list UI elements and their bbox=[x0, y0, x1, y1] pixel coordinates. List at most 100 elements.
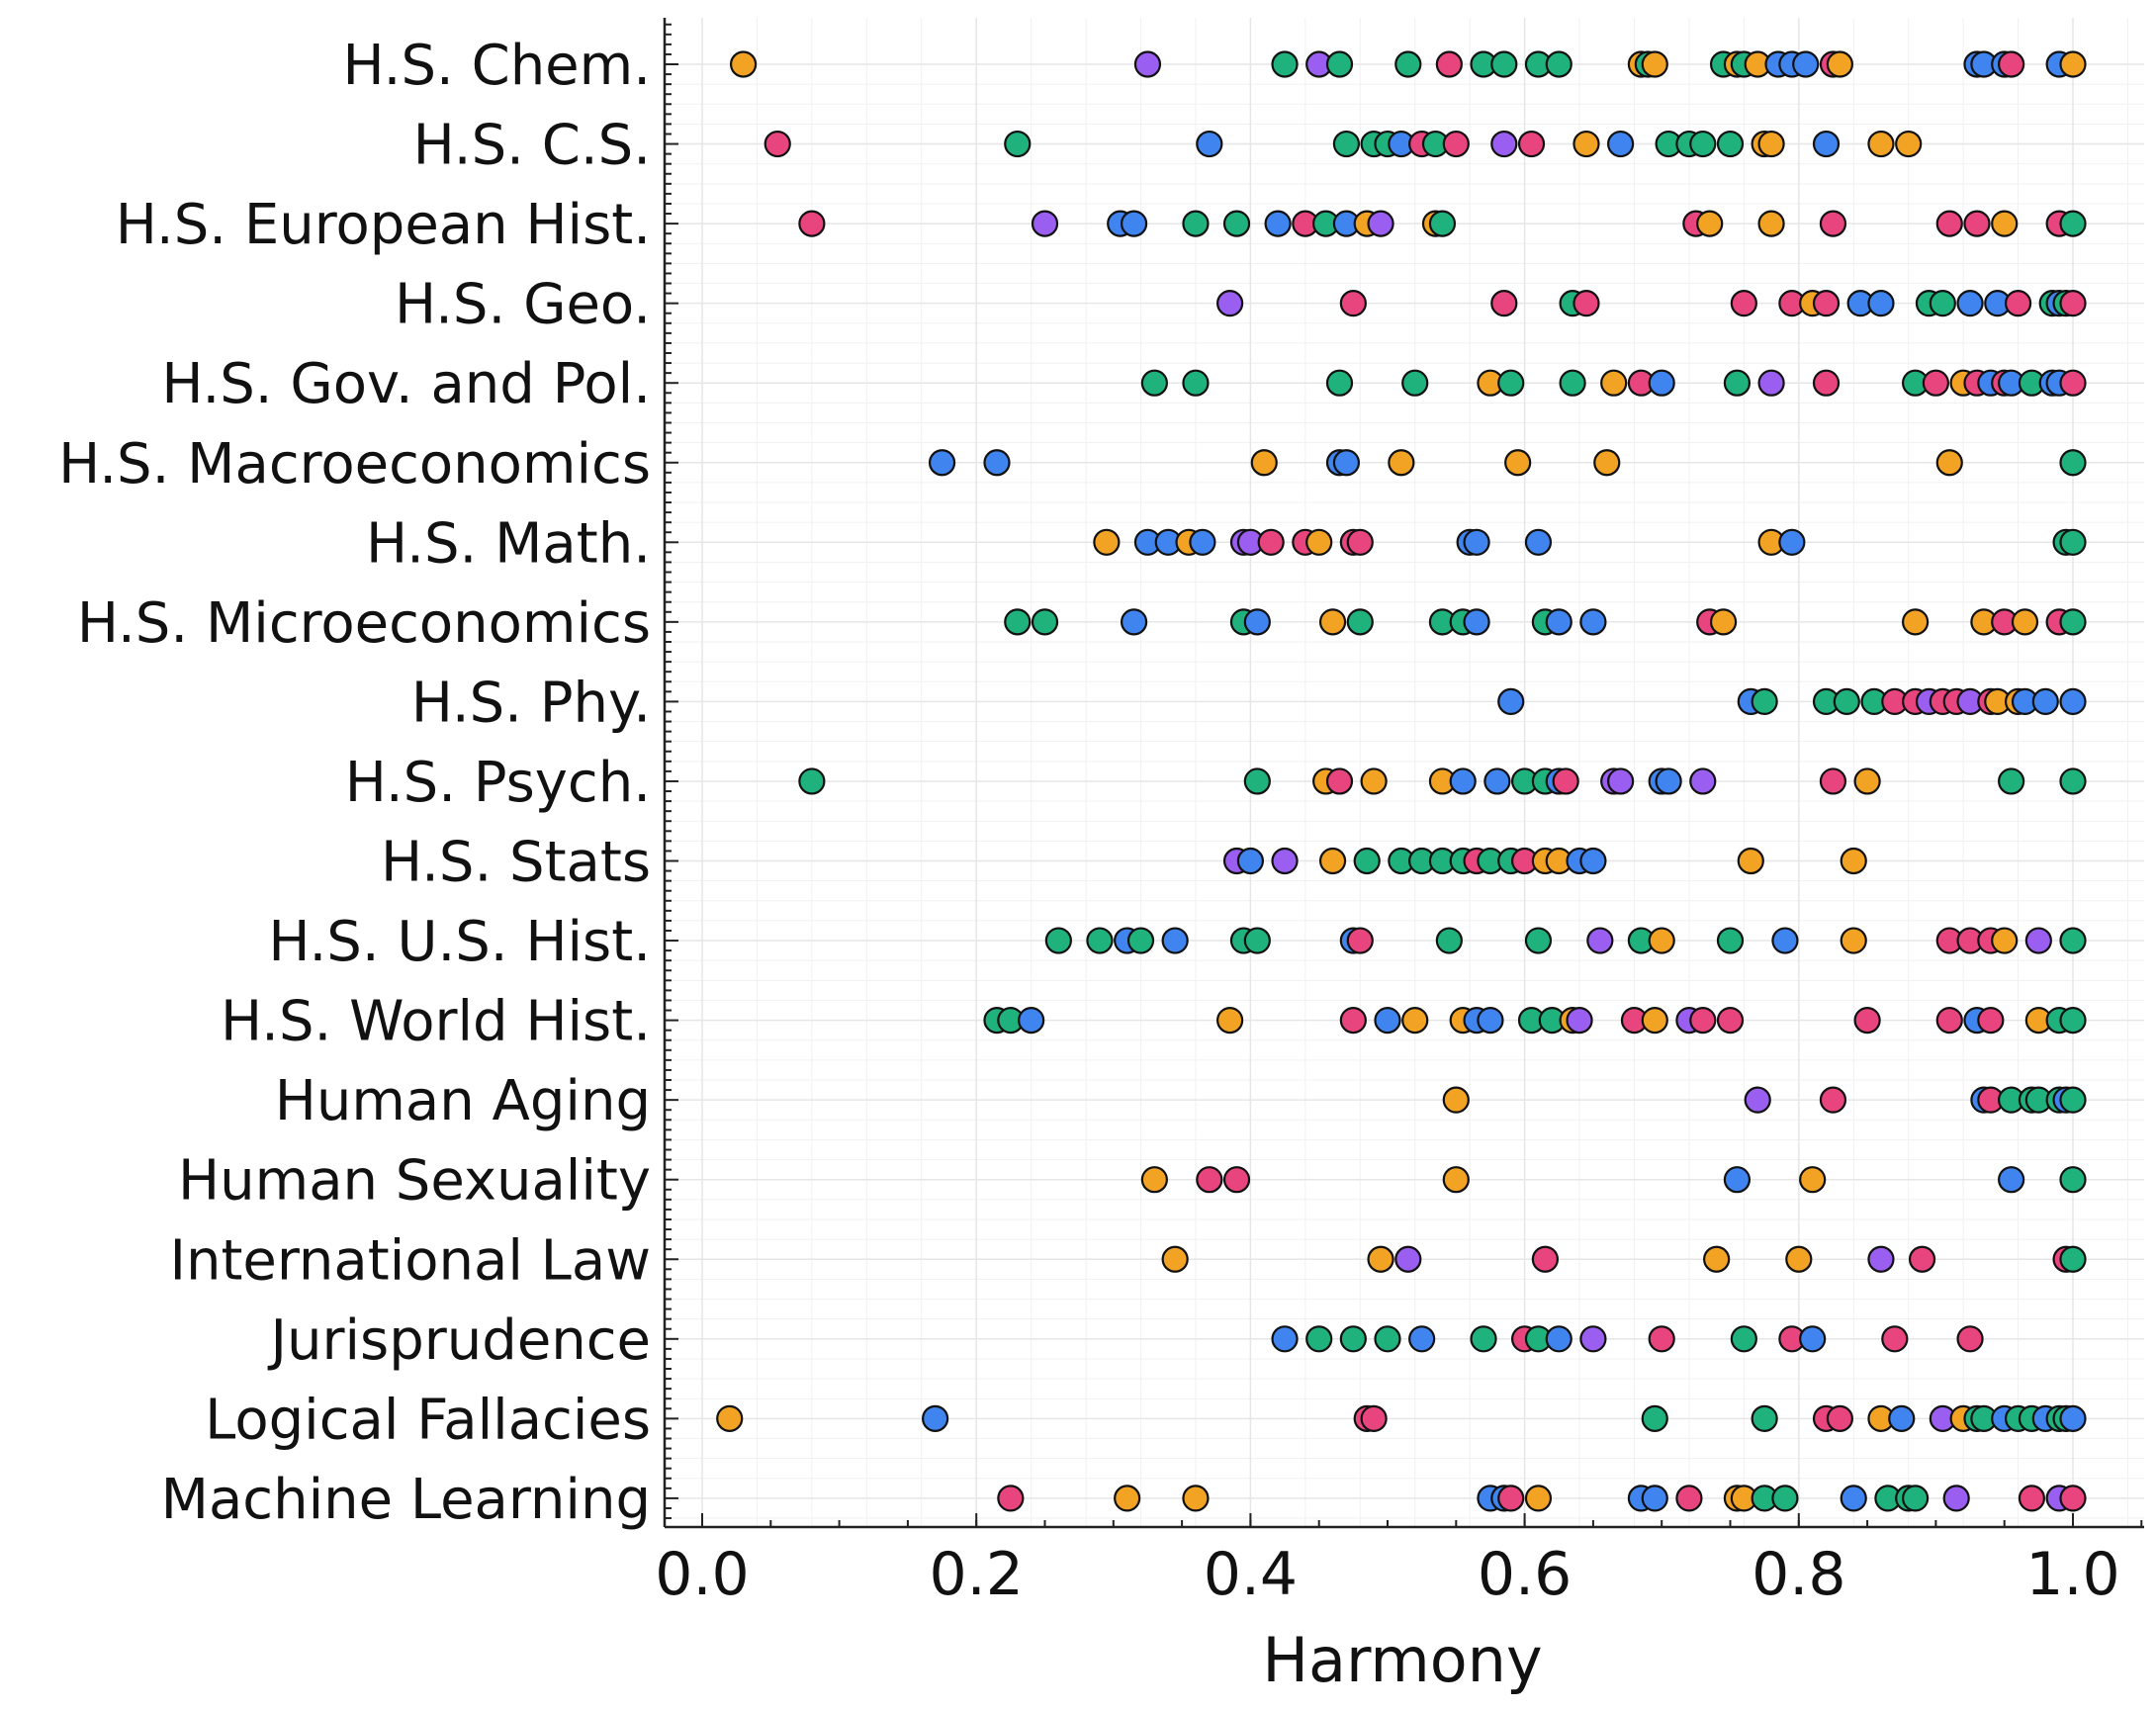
data-point-green bbox=[1394, 50, 1422, 78]
data-point-blue bbox=[1463, 528, 1490, 556]
data-point-orange bbox=[1161, 1245, 1189, 1273]
x-tick-label: 0.2 bbox=[929, 1540, 1023, 1609]
data-point-purple bbox=[1216, 290, 1244, 317]
data-point-purple bbox=[1566, 1006, 1593, 1035]
data-point-green bbox=[1325, 50, 1354, 78]
data-point-green bbox=[1689, 130, 1717, 158]
data-point-pink bbox=[1675, 1485, 1703, 1512]
data-point-green bbox=[2059, 1006, 2087, 1035]
data-point-purple bbox=[1490, 130, 1518, 158]
data-point-green bbox=[2059, 1086, 2087, 1114]
data-point-blue bbox=[1120, 210, 1148, 237]
data-point-orange bbox=[1799, 1166, 1827, 1194]
data-point-pink bbox=[2059, 290, 2087, 317]
data-point-blue bbox=[1271, 1325, 1299, 1353]
data-point-blue bbox=[1867, 290, 1895, 317]
data-point-orange bbox=[1140, 1166, 1168, 1194]
data-point-orange bbox=[1318, 608, 1347, 636]
data-point-orange bbox=[1367, 1245, 1394, 1273]
data-point-green bbox=[1545, 50, 1572, 78]
data-point-orange bbox=[1182, 1485, 1210, 1512]
data-point-blue bbox=[1332, 449, 1361, 477]
data-point-blue bbox=[1648, 369, 1675, 397]
data-point-blue bbox=[1018, 1006, 1045, 1035]
y-category-label: Human Aging bbox=[275, 1069, 651, 1133]
labels: 0.0 0.2 0.4 0.6 0.8 1.0 H.S. Chem. H.S. C.S. H.S… bbox=[58, 34, 2120, 1609]
data-point-green bbox=[1222, 210, 1251, 237]
y-category-label: Logical Fallacies bbox=[205, 1388, 651, 1452]
data-point-pink bbox=[1442, 130, 1470, 158]
data-point-green bbox=[2059, 210, 2087, 237]
data-point-orange bbox=[1895, 130, 1923, 158]
data-point-pink bbox=[1819, 767, 1847, 795]
data-point-blue bbox=[1723, 1166, 1752, 1194]
data-point-purple bbox=[1031, 210, 1059, 237]
data-point-green bbox=[1243, 927, 1271, 954]
data-point-green bbox=[1325, 369, 1354, 397]
data-point-orange bbox=[1737, 847, 1764, 875]
x-tick-label: 0.0 bbox=[655, 1540, 749, 1609]
data-point-blue bbox=[1607, 130, 1635, 158]
data-point-blue bbox=[1189, 528, 1216, 556]
data-point-orange bbox=[1305, 528, 1333, 556]
data-point-blue bbox=[1778, 528, 1806, 556]
data-point-pink bbox=[997, 1485, 1025, 1512]
data-point-blue bbox=[1888, 1404, 1916, 1432]
data-point-orange bbox=[1250, 449, 1278, 477]
data-point-green bbox=[1435, 927, 1463, 954]
data-point-green bbox=[1346, 608, 1374, 636]
data-point-orange bbox=[716, 1404, 744, 1432]
data-point-pink bbox=[1853, 1006, 1881, 1035]
data-point-pink bbox=[1346, 927, 1374, 954]
data-point-orange bbox=[1524, 1485, 1553, 1512]
data-point-green bbox=[1004, 608, 1032, 636]
y-category-label: H.S. Phy. bbox=[411, 671, 651, 735]
data-point-pink bbox=[1812, 290, 1841, 317]
y-category-label: International Law bbox=[169, 1228, 651, 1293]
data-point-green bbox=[1716, 130, 1745, 158]
data-point-pink bbox=[2018, 1485, 2046, 1512]
data-point-pink bbox=[1935, 1006, 1963, 1035]
data-point-green bbox=[1126, 927, 1155, 954]
y-category-label: Machine Learning bbox=[161, 1468, 651, 1532]
data-point-green bbox=[1086, 927, 1114, 954]
data-point-green bbox=[1004, 130, 1032, 158]
data-point-green bbox=[1401, 369, 1429, 397]
data-point-green bbox=[1497, 369, 1525, 397]
data-point-blue bbox=[1792, 50, 1820, 78]
data-point-pink bbox=[2004, 290, 2032, 317]
data-point-orange bbox=[1840, 847, 1867, 875]
data-point-orange bbox=[1593, 449, 1621, 477]
data-point-blue bbox=[1483, 767, 1511, 795]
data-point-purple bbox=[1271, 847, 1299, 875]
data-point-green bbox=[2059, 1166, 2087, 1194]
data-point-green bbox=[1243, 767, 1271, 795]
data-point-purple bbox=[1607, 767, 1635, 795]
data-point-orange bbox=[1442, 1086, 1470, 1114]
data-point-pink bbox=[1490, 290, 1518, 317]
data-point-green bbox=[1833, 687, 1860, 716]
y-category-label: H.S. Microeconomics bbox=[77, 591, 651, 656]
data-point-orange bbox=[1935, 449, 1963, 477]
data-point-orange bbox=[1902, 608, 1930, 636]
data-point-pink bbox=[798, 210, 826, 237]
data-point-green bbox=[1723, 369, 1752, 397]
y-category-label: H.S. C.S. bbox=[413, 114, 651, 178]
y-category-label: Jurisprudence bbox=[267, 1308, 651, 1373]
data-point-blue bbox=[1771, 927, 1799, 954]
data-point-green bbox=[1751, 687, 1778, 716]
data-point-blue bbox=[2059, 1404, 2087, 1432]
data-point-orange bbox=[1853, 767, 1881, 795]
data-point-green bbox=[1929, 290, 1956, 317]
data-point-blue bbox=[1998, 1166, 2025, 1194]
data-points bbox=[716, 50, 2087, 1512]
data-point-pink bbox=[1977, 1006, 2005, 1035]
data-point-orange bbox=[1826, 50, 1853, 78]
data-point-green bbox=[1332, 130, 1361, 158]
data-point-green bbox=[1182, 369, 1210, 397]
data-point-blue bbox=[1243, 608, 1271, 636]
data-point-pink bbox=[1339, 290, 1367, 317]
data-point-green bbox=[1353, 847, 1381, 875]
data-point-blue bbox=[1161, 927, 1189, 954]
data-point-orange bbox=[1093, 528, 1121, 556]
